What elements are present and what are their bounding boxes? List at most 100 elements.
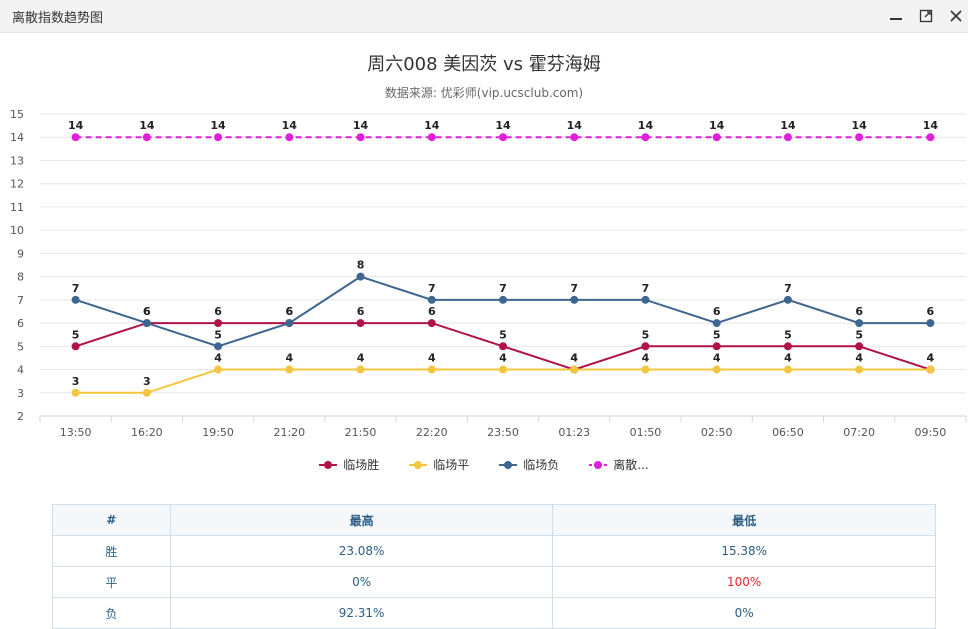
data-label: 7 bbox=[570, 282, 578, 295]
data-point bbox=[855, 319, 864, 328]
data-label: 4 bbox=[927, 352, 935, 365]
x-tick-label: 16:20 bbox=[131, 426, 163, 439]
data-label: 6 bbox=[143, 305, 151, 318]
window-title: 离散指数趋势图 bbox=[12, 11, 104, 26]
table-header-row: # 最高 最低 bbox=[52, 504, 936, 536]
y-tick-label: 9 bbox=[17, 247, 24, 260]
data-point bbox=[712, 342, 721, 351]
data-point bbox=[356, 365, 365, 374]
row-label: 胜 bbox=[52, 535, 171, 567]
data-point bbox=[855, 133, 864, 142]
data-point bbox=[71, 342, 80, 351]
minimize-button[interactable] bbox=[884, 4, 908, 28]
x-tick-label: 23:50 bbox=[487, 426, 519, 439]
x-tick-label: 22:20 bbox=[416, 426, 448, 439]
data-point bbox=[356, 319, 365, 328]
y-tick-label: 12 bbox=[10, 178, 24, 191]
data-point bbox=[783, 295, 792, 304]
legend-label: 离散... bbox=[613, 458, 649, 472]
x-tick-label: 21:20 bbox=[273, 426, 305, 439]
data-label: 4 bbox=[428, 352, 436, 365]
row-label: 平 bbox=[52, 566, 171, 598]
x-tick-label: 19:50 bbox=[202, 426, 234, 439]
data-label: 6 bbox=[285, 305, 293, 318]
data-label: 6 bbox=[713, 305, 721, 318]
maximize-button[interactable] bbox=[914, 4, 938, 28]
data-point bbox=[142, 388, 151, 397]
y-tick-label: 5 bbox=[17, 340, 24, 353]
data-label: 7 bbox=[642, 282, 650, 295]
data-point bbox=[142, 133, 151, 142]
data-label: 4 bbox=[713, 352, 721, 365]
data-label: 4 bbox=[357, 352, 365, 365]
data-label: 4 bbox=[927, 352, 935, 365]
data-point bbox=[926, 319, 935, 328]
window-controls bbox=[884, 4, 968, 28]
legend-item[interactable]: 临场负 bbox=[499, 456, 559, 473]
data-label: 5 bbox=[713, 328, 721, 341]
data-point bbox=[214, 365, 223, 374]
data-point bbox=[214, 319, 223, 328]
data-label: 6 bbox=[927, 305, 935, 318]
data-label: 7 bbox=[499, 282, 507, 295]
data-point bbox=[356, 272, 365, 281]
data-point bbox=[356, 133, 365, 142]
data-label: 6 bbox=[143, 305, 151, 318]
legend-item[interactable]: 临场胜 bbox=[319, 456, 379, 473]
row-label: 负 bbox=[52, 597, 171, 629]
data-label: 6 bbox=[285, 305, 293, 318]
data-label: 6 bbox=[214, 305, 222, 318]
data-point bbox=[499, 133, 507, 142]
y-tick-label: 10 bbox=[10, 224, 24, 237]
data-label: 14 bbox=[709, 119, 725, 132]
data-point bbox=[641, 342, 650, 351]
data-label: 14 bbox=[923, 119, 939, 132]
data-label: 6 bbox=[855, 305, 863, 318]
legend-label: 临场平 bbox=[433, 458, 470, 472]
legend-marker bbox=[319, 460, 338, 469]
data-point bbox=[855, 365, 864, 374]
data-label: 14 bbox=[353, 119, 369, 132]
data-label: 14 bbox=[638, 119, 654, 132]
legend-item[interactable]: 离散... bbox=[589, 456, 649, 473]
y-tick-label: 8 bbox=[17, 271, 24, 284]
data-point bbox=[641, 295, 650, 304]
legend-marker bbox=[499, 460, 518, 469]
x-tick-label: 21:50 bbox=[345, 426, 377, 439]
data-point bbox=[570, 133, 579, 142]
x-tick-label: 01:50 bbox=[630, 426, 662, 439]
legend-marker bbox=[589, 460, 608, 469]
close-icon bbox=[950, 10, 962, 22]
y-tick-label: 2 bbox=[17, 410, 24, 423]
data-point bbox=[285, 319, 294, 328]
data-label: 7 bbox=[72, 282, 80, 295]
data-point bbox=[499, 342, 507, 351]
row-high: 0% bbox=[169, 566, 554, 598]
data-point bbox=[71, 295, 80, 304]
data-point bbox=[214, 342, 223, 351]
chart-legend: 临场胜 临场平 临场负 离散... bbox=[0, 456, 968, 473]
data-label: 5 bbox=[642, 328, 650, 341]
data-label: 5 bbox=[855, 328, 863, 341]
data-point bbox=[783, 365, 792, 374]
data-point bbox=[641, 365, 650, 374]
row-low: 15.38% bbox=[552, 535, 936, 567]
data-label: 5 bbox=[499, 328, 507, 341]
data-label: 3 bbox=[72, 375, 80, 388]
data-point bbox=[926, 365, 935, 374]
x-tick-label: 13:50 bbox=[60, 426, 92, 439]
data-label: 14 bbox=[139, 119, 155, 132]
table-header-high: 最高 bbox=[169, 504, 554, 536]
legend-item[interactable]: 临场平 bbox=[409, 456, 469, 473]
data-label: 4 bbox=[642, 352, 650, 365]
data-label: 14 bbox=[68, 119, 84, 132]
maximize-icon bbox=[919, 9, 933, 23]
data-point bbox=[142, 319, 151, 328]
close-button[interactable] bbox=[944, 4, 968, 28]
data-label: 3 bbox=[143, 375, 151, 388]
y-tick-label: 4 bbox=[17, 364, 24, 377]
row-low: 100% bbox=[552, 566, 936, 598]
data-label: 4 bbox=[570, 352, 578, 365]
row-high: 92.31% bbox=[169, 597, 554, 629]
data-label: 6 bbox=[357, 305, 365, 318]
